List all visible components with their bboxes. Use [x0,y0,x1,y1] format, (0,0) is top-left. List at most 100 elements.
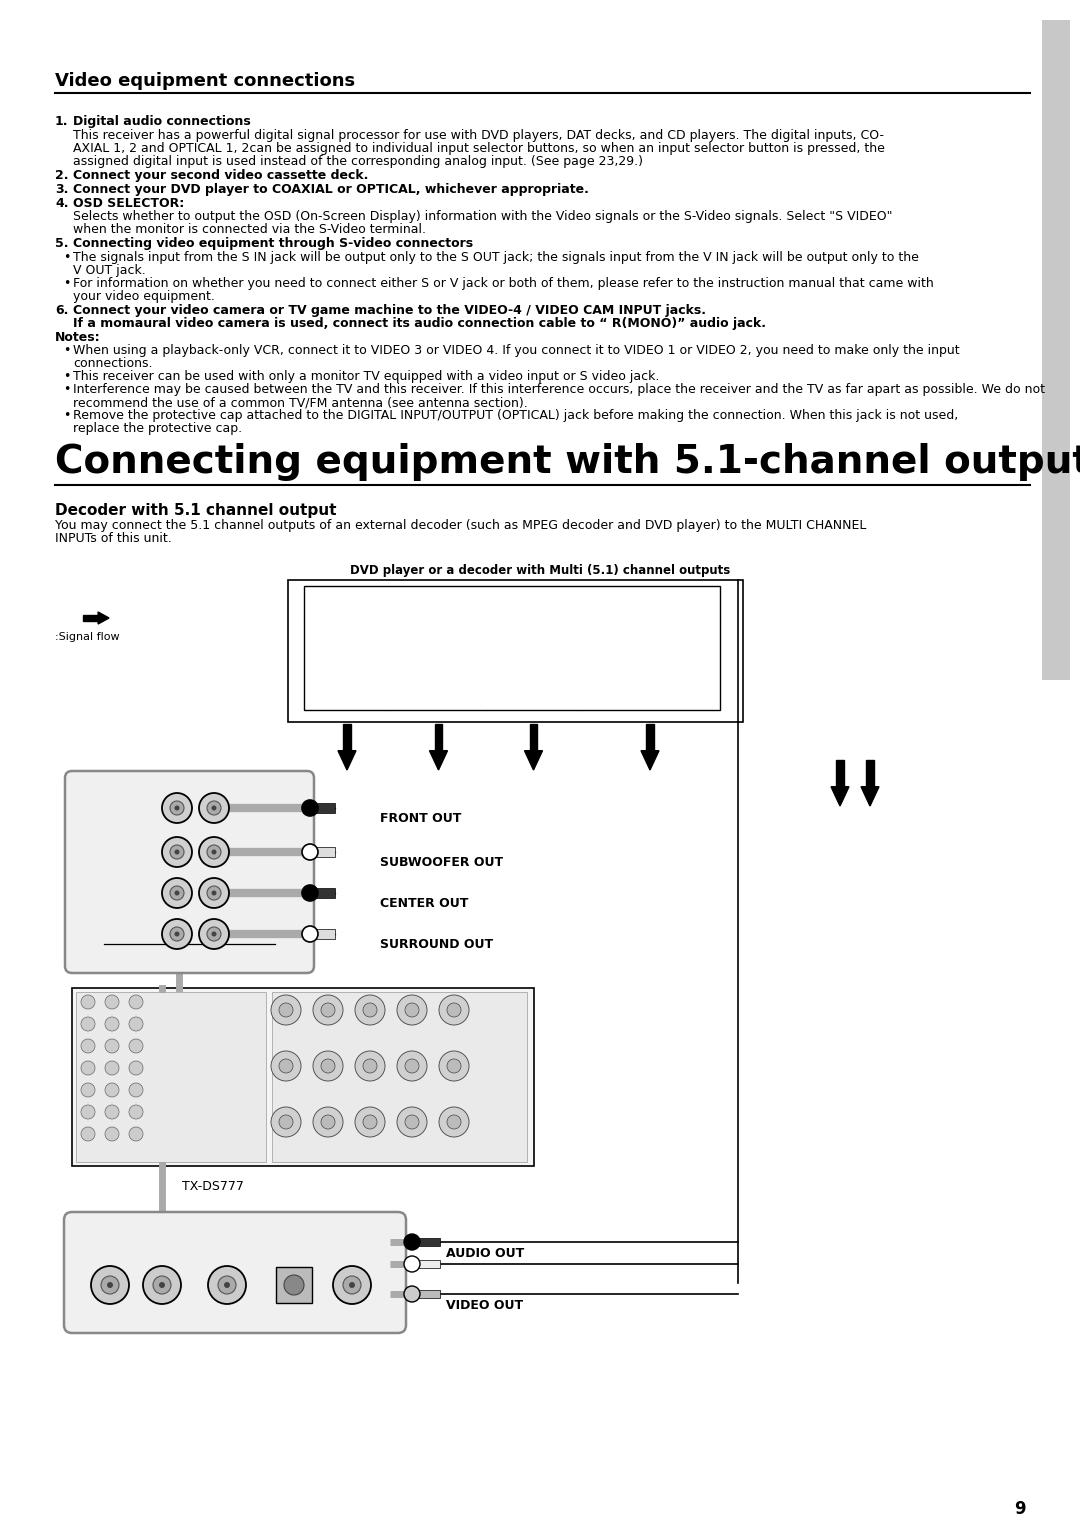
Circle shape [105,995,119,1008]
Circle shape [207,801,221,814]
Bar [303,587,720,711]
Text: 5.: 5. [55,237,68,251]
Circle shape [153,1276,171,1294]
Circle shape [271,1051,301,1080]
Text: 6.: 6. [55,304,68,316]
Polygon shape [831,787,849,805]
Circle shape [321,1002,335,1018]
Text: •: • [63,384,70,396]
Circle shape [363,1002,377,1018]
Circle shape [397,1051,427,1080]
Text: TX-DS777: TX-DS777 [183,1180,244,1193]
Text: MULTI CHANNEL: MULTI CHANNEL [98,931,160,940]
Circle shape [162,837,192,866]
Circle shape [404,1256,420,1271]
Circle shape [447,1002,461,1018]
Text: INPUT: INPUT [137,938,160,947]
Text: •: • [63,410,70,422]
Text: FRONT OUT: FRONT OUT [380,811,461,825]
Bar [411,1290,440,1297]
Text: your video equipment.: your video equipment. [73,290,215,303]
Polygon shape [646,724,653,750]
Circle shape [199,879,229,908]
Circle shape [355,995,384,1025]
Circle shape [284,1274,303,1296]
Circle shape [349,1282,355,1288]
Text: SUBWOOFER OUT: SUBWOOFER OUT [380,856,503,869]
Circle shape [207,927,221,941]
Polygon shape [836,759,843,787]
Circle shape [207,845,221,859]
Circle shape [105,1105,119,1118]
Circle shape [313,995,343,1025]
Text: For information on whether you need to connect either S or V jack or both of the: For information on whether you need to c… [73,277,934,290]
Text: •: • [63,251,70,264]
Text: SURROUND OUT: SURROUND OUT [380,938,494,950]
Circle shape [218,1276,237,1294]
Text: This receiver can be used with only a monitor TV equipped with a video input or : This receiver can be used with only a mo… [73,370,660,384]
Text: 2.: 2. [55,170,68,182]
Circle shape [129,995,143,1008]
Circle shape [170,886,184,900]
Polygon shape [525,750,542,770]
Circle shape [129,1105,143,1118]
Circle shape [438,1051,469,1080]
Circle shape [105,1128,119,1141]
Circle shape [199,837,229,866]
Circle shape [170,801,184,814]
Circle shape [405,1002,419,1018]
Circle shape [279,1002,293,1018]
Circle shape [199,793,229,824]
Circle shape [175,850,179,854]
Circle shape [404,1287,420,1302]
Text: SURROUND: SURROUND [116,921,160,931]
Text: OSD SELECTOR:: OSD SELECTOR: [73,197,185,209]
Text: L: L [229,952,234,963]
Circle shape [333,1267,372,1303]
Circle shape [313,1106,343,1137]
Circle shape [81,1018,95,1031]
Circle shape [199,918,229,949]
Text: Surround: Surround [618,630,683,643]
Text: If a momaural video camera is used, connect its audio connection cable to “ R(MO: If a momaural video camera is used, conn… [73,316,766,330]
Circle shape [105,1083,119,1097]
Text: AUDIO OUT: AUDIO OUT [446,1247,524,1261]
Polygon shape [338,750,356,770]
Text: FRONT: FRONT [134,804,160,813]
Text: VIDEO OUT: VIDEO OUT [446,1299,523,1313]
Bar [1042,20,1070,680]
Text: Multi (5.1) channel outputs: Multi (5.1) channel outputs [428,602,596,614]
Circle shape [212,805,216,810]
Bar [303,888,335,898]
Text: INPUTs of this unit.: INPUTs of this unit. [55,532,172,545]
Text: when the monitor is connected via the S-Video terminal.: when the monitor is connected via the S-… [73,223,426,235]
Polygon shape [435,724,443,750]
Circle shape [129,1060,143,1076]
Polygon shape [642,750,659,770]
Text: DVD player or a decoder with Multi (5.1) channel outputs: DVD player or a decoder with Multi (5.1)… [350,564,730,578]
Text: L: L [159,1245,165,1256]
Circle shape [129,1128,143,1141]
Polygon shape [529,724,537,750]
Text: CENTER OUT: CENTER OUT [380,897,469,911]
Circle shape [302,801,318,816]
Circle shape [447,1115,461,1129]
Circle shape [313,1051,343,1080]
Text: Front: Front [328,630,365,643]
Text: Subwoofer: Subwoofer [401,630,476,643]
Circle shape [447,1059,461,1073]
Circle shape [207,886,221,900]
Circle shape [212,891,216,895]
Text: •: • [63,370,70,384]
Circle shape [343,1276,361,1294]
Circle shape [321,1059,335,1073]
Circle shape [405,1115,419,1129]
Circle shape [129,1018,143,1031]
Circle shape [363,1115,377,1129]
Circle shape [321,1115,335,1129]
Text: IN: IN [288,1256,300,1267]
Polygon shape [98,613,109,623]
Circle shape [91,1267,129,1303]
Circle shape [81,1128,95,1141]
Text: 9: 9 [1014,1500,1026,1517]
